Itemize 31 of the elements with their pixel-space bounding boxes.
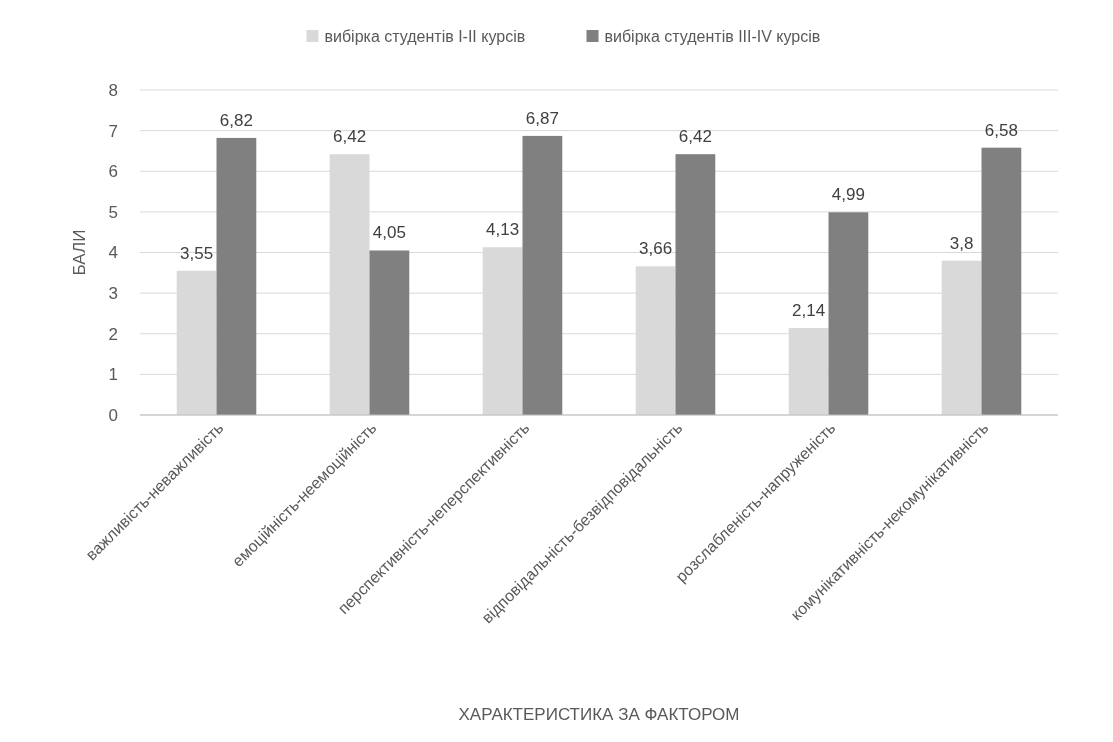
data-label: 2,14: [792, 301, 826, 321]
data-label: 4,99: [831, 185, 865, 205]
data-label: 4,05: [372, 223, 406, 243]
data-label: 6,42: [333, 127, 367, 147]
y-tick-label: 8: [108, 80, 118, 100]
legend-label: вибірка студентів I-II курсів: [324, 27, 526, 45]
y-tick-label: 6: [108, 162, 118, 182]
data-label: 6,82: [219, 110, 253, 130]
y-tick-label: 5: [108, 202, 118, 222]
data-label: 4,13: [486, 220, 520, 240]
bar: [828, 212, 869, 415]
y-tick-label: 1: [108, 365, 118, 385]
y-tick-label: 3: [108, 284, 118, 304]
bar: [522, 135, 563, 415]
y-tick-label: 7: [108, 121, 118, 141]
y-tick-label: 4: [108, 243, 118, 263]
data-label: 6,87: [525, 108, 559, 128]
data-label: 3,66: [639, 239, 673, 259]
data-label: 3,55: [180, 243, 214, 263]
data-label: 3,8: [949, 233, 974, 253]
y-tick-label: 0: [108, 405, 118, 425]
y-axis-title: БАЛИ: [70, 229, 89, 276]
data-label: 6,42: [678, 127, 712, 147]
bar: [216, 137, 257, 415]
y-tick-label: 2: [108, 324, 118, 344]
data-label: 6,58: [984, 120, 1018, 140]
x-axis-title: ХАРАКТЕРИСТИКА ЗА ФАКТОРОМ: [458, 705, 740, 724]
bar: [369, 250, 410, 415]
legend-label: вибірка студентів III-IV курсів: [604, 27, 821, 45]
bar: [675, 154, 716, 415]
bar: [981, 147, 1022, 415]
